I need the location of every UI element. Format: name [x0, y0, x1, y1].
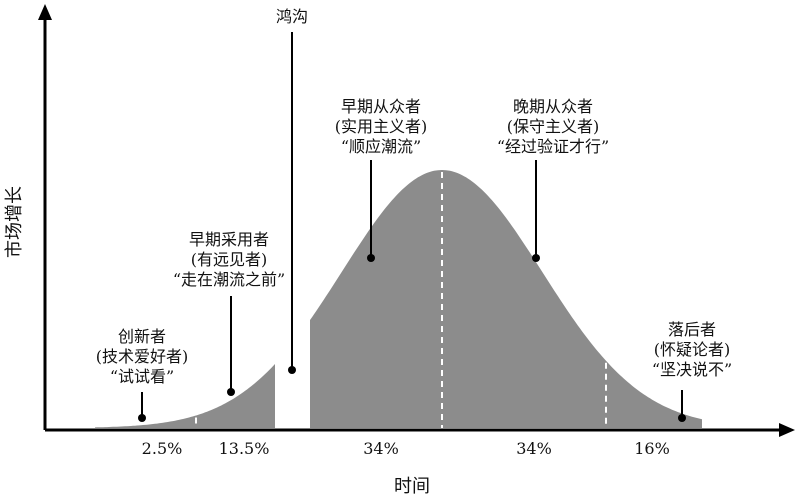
pointer-late-majority	[532, 160, 540, 262]
pointer-early-majority	[367, 160, 375, 262]
y-axis-arrow-icon	[38, 4, 52, 20]
segment-quote: “经过验证才行”	[497, 137, 609, 156]
segment-innovators-label: 创新者 (技术爱好者) “试试看”	[96, 327, 189, 386]
y-axis-label: 市场增长	[4, 186, 25, 258]
pointer-innovators	[138, 392, 146, 422]
pointer-chasm	[288, 32, 296, 374]
x-axis-arrow-icon	[779, 423, 795, 437]
segment-alias: (保守主义者)	[507, 117, 600, 136]
curve-right-section	[310, 170, 702, 428]
segment-quote: “顺应潮流”	[341, 137, 421, 156]
y-axis	[38, 4, 52, 430]
segment-alias: (怀疑论者)	[654, 340, 731, 359]
segment-alias: (技术爱好者)	[96, 347, 189, 366]
segment-laggards-label: 落后者 (怀疑论者) “坚决说不”	[652, 320, 732, 379]
curve-left-section	[95, 364, 275, 428]
pointer-early-adopters	[227, 296, 235, 396]
segment-quote: “试试看”	[110, 367, 174, 386]
chasm-label: 鸿沟	[276, 7, 308, 26]
segment-early-majority-label: 早期从众者 (实用主义者) “顺应潮流”	[335, 97, 428, 156]
segment-alias: (有远见者)	[191, 250, 268, 269]
segment-name: 创新者	[118, 327, 166, 346]
segment-early-adopters-label: 早期采用者 (有远见者) “走在潮流之前”	[173, 230, 285, 289]
segment-alias: (实用主义者)	[335, 117, 428, 136]
percent-early-adopters: 13.5%	[219, 439, 270, 458]
percent-early-majority: 34%	[363, 439, 399, 458]
x-axis-label: 时间	[394, 476, 430, 497]
segment-name: 早期采用者	[189, 230, 269, 249]
segment-name: 早期从众者	[341, 97, 421, 116]
percent-late-majority: 34%	[516, 439, 552, 458]
segment-name: 晚期从众者	[513, 97, 593, 116]
segment-quote: “走在潮流之前”	[173, 270, 285, 289]
x-axis	[45, 423, 795, 437]
percent-laggards: 16%	[634, 439, 670, 458]
percent-innovators: 2.5%	[142, 439, 183, 458]
segment-name: 落后者	[668, 320, 716, 339]
pointer-laggards	[678, 390, 686, 422]
segment-quote: “坚决说不”	[652, 360, 732, 379]
segment-late-majority-label: 晚期从众者 (保守主义者) “经过验证才行”	[497, 97, 609, 156]
